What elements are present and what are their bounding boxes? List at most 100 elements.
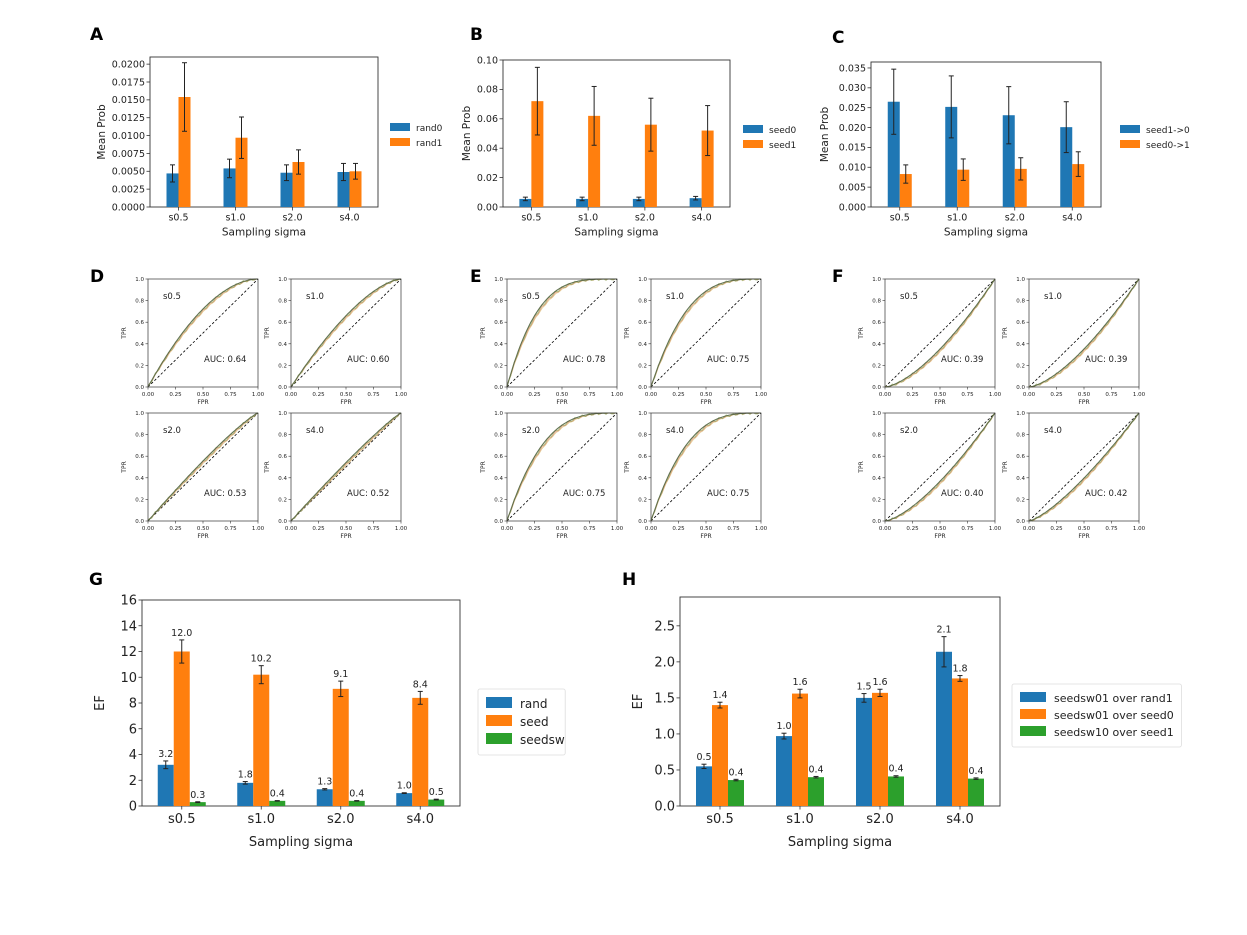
- legend-label: seedsw01 over seed0: [1054, 709, 1174, 722]
- bar-value-label: 9.1: [333, 669, 348, 680]
- panel-a: A 0.0000 0.0025 0.0050 0.0075 0.0100 0.0125 0.0…: [90, 25, 443, 239]
- y-tick-label: 1.0: [654, 727, 675, 742]
- x-tick-label: 0.75: [961, 392, 974, 398]
- roc-subplot: 0.0 0.2 0.4 0.6 0.8 1.0 0.00 0.25 0.50 0.75 1.00 FP…: [121, 411, 265, 540]
- bar-seedsw: [428, 799, 445, 806]
- roc-curve: [650, 278, 761, 388]
- bar-seedsw: [189, 802, 206, 806]
- roc-curve: [1028, 278, 1140, 388]
- y-tick-label: 0.2: [872, 363, 881, 369]
- bar-seed: [253, 674, 270, 806]
- roc-subplot: 0.0 0.2 0.4 0.6 0.8 1.0 0.00 0.25 0.50 0.75 1.00 FP…: [858, 277, 1002, 406]
- bar-value-label: 1.6: [872, 677, 887, 688]
- y-tick-label: 0.00: [477, 202, 498, 213]
- bar-value-label: 1.0: [776, 721, 791, 732]
- x-tick-label: s1.0: [578, 213, 598, 224]
- plot-frame: [506, 278, 618, 388]
- y-tick-label: 0.005: [839, 182, 866, 193]
- y-tick-label: 0.2: [278, 497, 287, 503]
- x-axis-label: FPR: [700, 399, 711, 406]
- x-tick-label: s4.0: [339, 213, 359, 224]
- roc-curve: [884, 412, 996, 522]
- subplot-label: s2.0: [163, 426, 181, 436]
- bar-seed1: [701, 130, 714, 207]
- panel-letter: G: [89, 570, 103, 590]
- panel-letter: H: [622, 570, 636, 590]
- y-axis-label: TPR: [121, 461, 128, 473]
- bar-seed1-0: [887, 101, 900, 207]
- x-tick-label: 1.00: [611, 392, 624, 398]
- x-axis-label: Sampling sigma: [222, 227, 306, 239]
- panel-d: D 0.0 0.2 0.4 0.6 0.8 1.0 0.00 0.25 0.50 0.75 1.00 F…: [90, 267, 408, 540]
- y-tick-label: 0.0125: [112, 113, 145, 124]
- x-tick-label: s4.0: [692, 213, 712, 224]
- y-axis-label: TPR: [264, 327, 271, 339]
- chance-diagonal: [1028, 278, 1140, 388]
- y-tick-label: 0.6: [638, 454, 647, 460]
- x-tick-label: 1.00: [755, 392, 768, 398]
- legend-label: rand: [520, 697, 548, 711]
- y-tick-label: 4: [129, 748, 137, 763]
- x-tick-label: 1.00: [989, 392, 1002, 398]
- y-tick-label: 0.0: [872, 385, 881, 391]
- legend-swatch: [486, 715, 512, 726]
- bar-seedsw01-over-seed0: [872, 692, 888, 806]
- y-tick-label: 0.0150: [112, 95, 145, 106]
- legend-swatch: [1020, 692, 1046, 702]
- y-axis-label: TPR: [480, 327, 487, 339]
- x-tick-label: 0.50: [700, 526, 713, 532]
- y-tick-label: 0.0: [654, 800, 675, 815]
- y-tick-label: 0.4: [494, 342, 503, 348]
- y-tick-label: 0.8: [638, 433, 647, 439]
- plot-frame: [290, 412, 402, 522]
- legend-swatch: [486, 697, 512, 708]
- auc-label: AUC: 0.75: [707, 489, 749, 499]
- y-tick-label: 1.0: [135, 411, 144, 417]
- bar-rand1: [178, 97, 191, 207]
- y-tick-label: 0.020: [839, 123, 866, 134]
- y-tick-label: 0.8: [494, 299, 503, 305]
- subplot-label: s1.0: [666, 292, 684, 302]
- y-axis-label: TPR: [624, 327, 631, 339]
- x-tick-label: 0.75: [961, 526, 974, 532]
- bar-rand: [316, 789, 333, 806]
- plot-frame: [679, 596, 1001, 807]
- x-tick-label: 0.00: [645, 392, 658, 398]
- x-axis-label: FPR: [700, 533, 711, 540]
- y-tick-label: 0.2: [135, 497, 144, 503]
- y-tick-label: 0.2: [638, 363, 647, 369]
- y-tick-label: 0.6: [135, 320, 144, 326]
- x-tick-label: 0.50: [197, 392, 210, 398]
- y-tick-label: 0.06: [477, 114, 498, 125]
- y-tick-label: 0.2: [494, 497, 503, 503]
- y-tick-label: 1.0: [278, 277, 287, 283]
- y-tick-label: 0.5: [654, 764, 675, 779]
- legend-swatch: [390, 138, 410, 146]
- roc-subplot: 0.0 0.2 0.4 0.6 0.8 1.0 0.00 0.25 0.50 0.75 1.00 FP…: [858, 411, 1002, 540]
- x-axis-label: Sampling sigma: [788, 835, 892, 850]
- y-tick-label: 0.6: [494, 454, 503, 460]
- chance-diagonal: [147, 412, 259, 522]
- bar-value-label: 12.0: [171, 628, 192, 639]
- auc-label: AUC: 0.52: [347, 489, 389, 499]
- panel-c: C 0.000 0.005 0.010 0.015 0.020 0.025 0.030 0.03…: [819, 28, 1190, 239]
- bar-seed1: [531, 101, 544, 207]
- auc-label: AUC: 0.60: [347, 355, 389, 365]
- x-tick-label: s1.0: [786, 812, 813, 827]
- x-tick-label: 0.00: [879, 526, 892, 532]
- x-tick-label: 0.50: [934, 392, 947, 398]
- bar-seed0: [632, 198, 645, 207]
- y-axis-label: EF: [631, 694, 646, 710]
- y-axis-label: TPR: [480, 461, 487, 473]
- x-tick-label: s0.5: [521, 213, 541, 224]
- x-axis-label: FPR: [934, 533, 945, 540]
- y-tick-label: 0.0: [135, 519, 144, 525]
- legend: rand seed seedsw: [477, 688, 566, 756]
- x-tick-label: 0.50: [1078, 526, 1091, 532]
- bar-value-label: 1.3: [317, 777, 332, 788]
- bar-seedsw01-over-seed0: [952, 678, 968, 806]
- y-tick-label: 0.0: [278, 385, 287, 391]
- y-tick-label: 0.6: [872, 320, 881, 326]
- bar-value-label: 1.8: [238, 770, 253, 781]
- bar-value-label: 1.0: [397, 781, 412, 792]
